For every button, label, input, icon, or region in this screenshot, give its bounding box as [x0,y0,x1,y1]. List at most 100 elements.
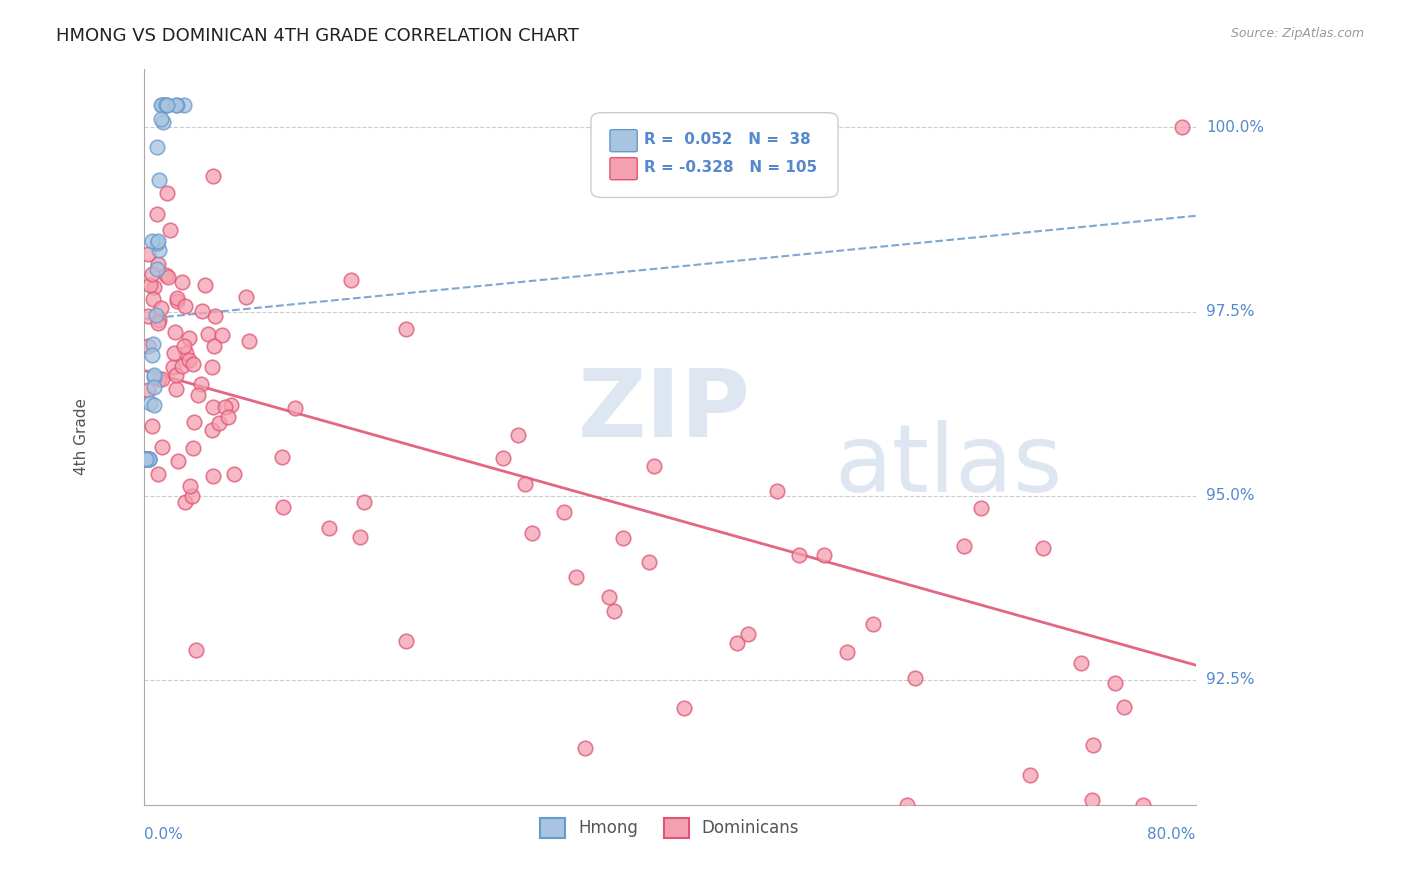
Point [145,262,167,277]
Point [1081,738,1104,752]
Point [204,310,226,324]
Point [202,468,225,483]
Point [896,797,918,812]
Point [152,114,174,128]
Point [142,292,165,306]
Point [149,112,172,126]
Point [211,328,233,343]
Point [194,278,217,293]
Point [353,495,375,509]
Point [173,98,195,112]
Point [156,186,179,200]
Point [174,345,197,359]
Point [138,451,160,466]
Point [187,387,209,401]
Point [318,521,340,535]
Point [222,467,245,481]
Point [1132,797,1154,812]
Point [1171,120,1194,135]
Point [141,419,163,434]
Point [155,98,177,112]
Point [564,570,586,584]
Point [152,372,174,386]
Point [603,604,626,618]
Point [813,548,835,562]
Point [141,234,163,248]
Point [142,370,165,384]
Point [134,451,156,466]
Point [166,293,188,308]
Point [395,633,418,648]
Point [136,246,159,260]
Point [179,479,201,493]
Point [181,357,204,371]
Point [970,500,993,515]
Point [186,642,208,657]
Point [138,451,160,466]
Point [191,303,214,318]
Point [166,98,188,112]
Point [270,450,292,464]
Text: 95.0%: 95.0% [1206,488,1254,503]
Point [146,234,169,248]
Point [201,360,224,375]
Point [953,539,976,553]
Point [165,325,187,339]
Point [155,98,177,112]
Point [146,317,169,331]
Point [197,326,219,341]
Text: 100.0%: 100.0% [1206,120,1264,135]
Point [135,451,157,466]
Point [142,336,165,351]
Point [1112,699,1135,714]
Point [162,359,184,374]
Point [395,322,418,336]
Point [553,506,575,520]
Point [136,309,159,323]
Point [134,451,156,466]
Point [163,346,186,360]
Point [506,427,529,442]
Text: Source: ZipAtlas.com: Source: ZipAtlas.com [1230,27,1364,40]
Point [208,416,231,430]
Point [349,530,371,544]
Text: 4th Grade: 4th Grade [73,398,89,475]
Point [284,401,307,415]
Text: R = -0.328   N = 105: R = -0.328 N = 105 [644,161,817,176]
Point [143,279,166,293]
Point [177,331,200,345]
Point [156,98,179,112]
Point [145,236,167,251]
Point [136,451,159,466]
Point [152,98,174,112]
Point [235,290,257,304]
Point [183,441,205,455]
Point [148,257,170,271]
Point [174,300,197,314]
Point [638,555,661,569]
Point [787,548,810,562]
Text: HMONG VS DOMINICAN 4TH GRADE CORRELATION CHART: HMONG VS DOMINICAN 4TH GRADE CORRELATION… [56,27,579,45]
Point [148,173,170,187]
Point [141,348,163,362]
Point [148,372,170,386]
Point [217,410,239,425]
Point [174,495,197,509]
Point [139,396,162,410]
Point [515,477,537,491]
Text: R =  0.052   N =  38: R = 0.052 N = 38 [644,132,810,147]
Point [142,398,165,412]
Point [134,451,156,466]
Point [202,339,225,353]
Point [1032,541,1054,556]
Point [166,291,188,305]
Point [1019,768,1042,782]
Point [136,339,159,353]
Point [201,423,224,437]
Point [166,454,188,468]
Point [135,451,157,466]
Point [271,500,294,515]
Point [145,309,167,323]
Point [150,98,173,112]
Point [612,531,634,545]
